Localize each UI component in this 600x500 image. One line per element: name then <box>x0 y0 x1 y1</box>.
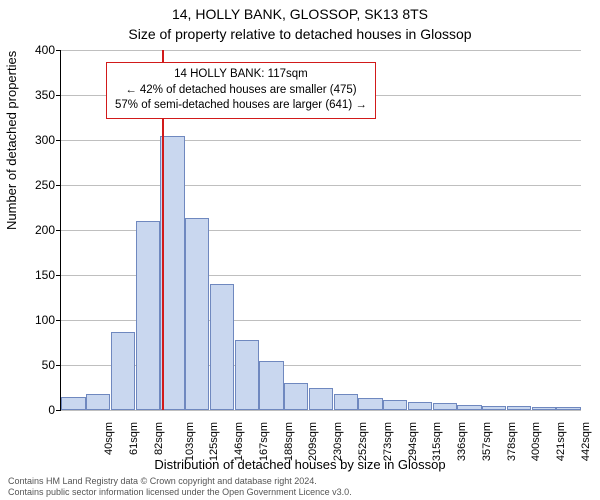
y-tick-label: 50 <box>15 358 55 372</box>
histogram-bar <box>309 388 333 411</box>
x-tick-label: 167sqm <box>258 422 270 461</box>
annotation-line2: ← 42% of detached houses are smaller (47… <box>115 83 367 99</box>
x-tick-label: 273sqm <box>382 422 394 461</box>
annotation-box: 14 HOLLY BANK: 117sqm ← 42% of detached … <box>106 62 376 119</box>
x-tick-label: 357sqm <box>481 422 493 461</box>
x-tick-label: 336sqm <box>456 422 468 461</box>
y-tick-label: 100 <box>15 313 55 327</box>
y-tick-label: 400 <box>15 43 55 57</box>
gridline <box>61 50 581 51</box>
y-tick-label: 150 <box>15 268 55 282</box>
histogram-bar <box>457 405 481 410</box>
histogram-bar <box>210 284 234 410</box>
histogram-bar <box>284 383 308 410</box>
gridline <box>61 410 581 411</box>
y-tick-label: 200 <box>15 223 55 237</box>
histogram-bar <box>532 407 556 410</box>
y-tick-label: 0 <box>15 403 55 417</box>
x-tick-label: 146sqm <box>233 422 245 461</box>
histogram-bar <box>334 394 358 410</box>
x-tick-label: 61sqm <box>128 422 140 455</box>
x-tick-label: 40sqm <box>103 422 115 455</box>
histogram-bar <box>61 397 85 411</box>
histogram-bar <box>259 361 283 411</box>
footer-attribution: Contains HM Land Registry data © Crown c… <box>8 476 352 499</box>
histogram-bar <box>383 400 407 410</box>
title-subtitle: Size of property relative to detached ho… <box>0 26 600 42</box>
x-axis-label: Distribution of detached houses by size … <box>0 457 600 472</box>
histogram-bar <box>235 340 259 410</box>
histogram-bar <box>556 407 580 410</box>
gridline <box>61 185 581 186</box>
histogram-bar <box>86 394 110 410</box>
x-tick-label: 400sqm <box>530 422 542 461</box>
footer-line2: Contains public sector information licen… <box>8 487 352 498</box>
histogram-bar <box>358 398 382 410</box>
x-tick-label: 294sqm <box>407 422 419 461</box>
x-tick-label: 315sqm <box>431 422 443 461</box>
x-tick-label: 421sqm <box>555 422 567 461</box>
histogram-bar <box>482 406 506 411</box>
histogram-bar <box>507 406 531 410</box>
chart-container: 14, HOLLY BANK, GLOSSOP, SK13 8TS Size o… <box>0 0 600 500</box>
histogram-bar <box>185 218 209 410</box>
x-tick-label: 442sqm <box>580 422 592 461</box>
x-tick-label: 230sqm <box>332 422 344 461</box>
x-tick-label: 188sqm <box>283 422 295 461</box>
histogram-bar <box>408 402 432 410</box>
x-tick-label: 103sqm <box>184 422 196 461</box>
gridline <box>61 140 581 141</box>
title-address: 14, HOLLY BANK, GLOSSOP, SK13 8TS <box>0 6 600 22</box>
x-tick-label: 125sqm <box>209 422 221 461</box>
annotation-line1: 14 HOLLY BANK: 117sqm <box>115 67 367 83</box>
footer-line1: Contains HM Land Registry data © Crown c… <box>8 476 352 487</box>
x-tick-label: 82sqm <box>153 422 165 455</box>
annotation-line3: 57% of semi-detached houses are larger (… <box>115 98 367 114</box>
histogram-bar <box>111 332 135 410</box>
x-tick-label: 209sqm <box>308 422 320 461</box>
x-tick-label: 378sqm <box>506 422 518 461</box>
y-tick-label: 250 <box>15 178 55 192</box>
y-tick-label: 350 <box>15 88 55 102</box>
histogram-bar <box>433 403 457 410</box>
histogram-bar <box>136 221 160 410</box>
x-tick-label: 252sqm <box>357 422 369 461</box>
y-tick-label: 300 <box>15 133 55 147</box>
